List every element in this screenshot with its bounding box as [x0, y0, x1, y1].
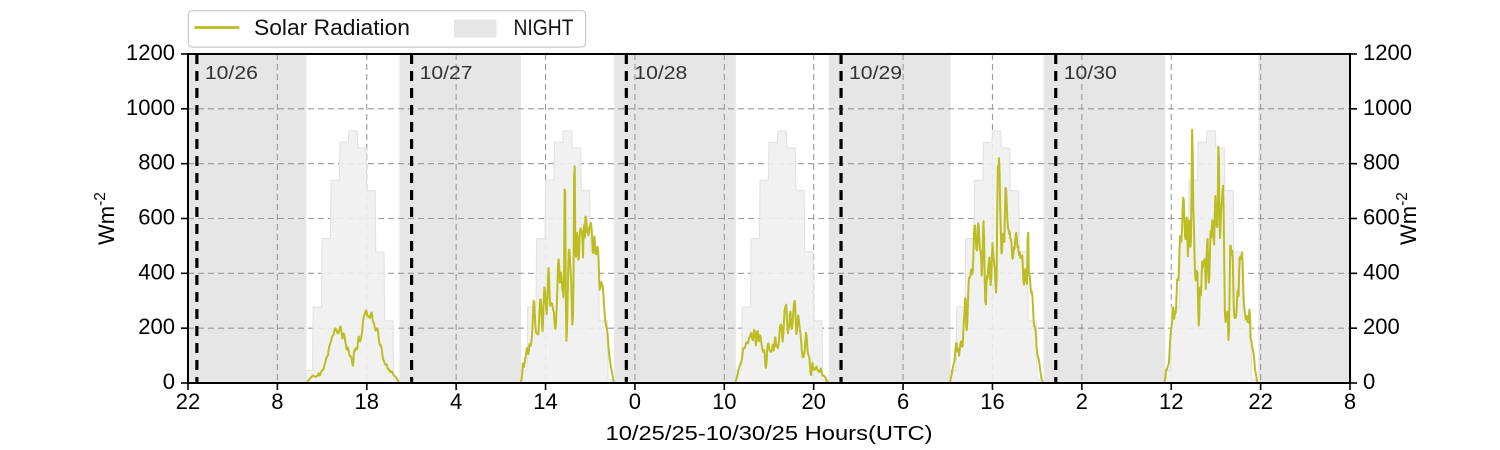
svg-text:10/28: 10/28: [634, 62, 687, 83]
svg-text:16: 16: [980, 389, 1004, 414]
svg-text:22: 22: [176, 389, 200, 414]
svg-text:NIGHT: NIGHT: [514, 15, 574, 40]
svg-text:200: 200: [1363, 314, 1400, 339]
svg-text:8: 8: [1344, 389, 1356, 414]
svg-text:200: 200: [138, 314, 175, 339]
svg-text:1000: 1000: [126, 95, 175, 120]
svg-text:6: 6: [897, 389, 909, 414]
svg-text:800: 800: [138, 150, 175, 175]
svg-text:4: 4: [450, 389, 462, 414]
svg-text:Solar Radiation: Solar Radiation: [254, 15, 410, 40]
svg-text:0: 0: [1363, 369, 1375, 394]
svg-text:10/27: 10/27: [420, 62, 473, 83]
svg-text:1200: 1200: [1363, 40, 1412, 65]
svg-text:1000: 1000: [1363, 95, 1412, 120]
svg-text:10/30: 10/30: [1064, 62, 1117, 83]
svg-text:8: 8: [271, 389, 283, 414]
svg-text:18: 18: [355, 389, 379, 414]
svg-text:2: 2: [1076, 389, 1088, 414]
svg-text:400: 400: [1363, 259, 1400, 284]
svg-text:600: 600: [138, 205, 175, 230]
svg-text:22: 22: [1248, 389, 1272, 414]
svg-text:14: 14: [533, 389, 557, 414]
svg-text:10/26: 10/26: [205, 62, 258, 83]
svg-text:10/25/25-10/30/25 Hours(UTC): 10/25/25-10/30/25 Hours(UTC): [606, 423, 933, 445]
svg-text:800: 800: [1363, 150, 1400, 175]
svg-text:0: 0: [629, 389, 641, 414]
svg-text:12: 12: [1159, 389, 1183, 414]
svg-text:0: 0: [163, 369, 175, 394]
svg-text:1200: 1200: [126, 40, 175, 65]
svg-text:20: 20: [801, 389, 825, 414]
svg-text:600: 600: [1363, 205, 1400, 230]
svg-text:10: 10: [712, 389, 736, 414]
svg-text:10/29: 10/29: [849, 62, 902, 83]
svg-text:400: 400: [138, 259, 175, 284]
